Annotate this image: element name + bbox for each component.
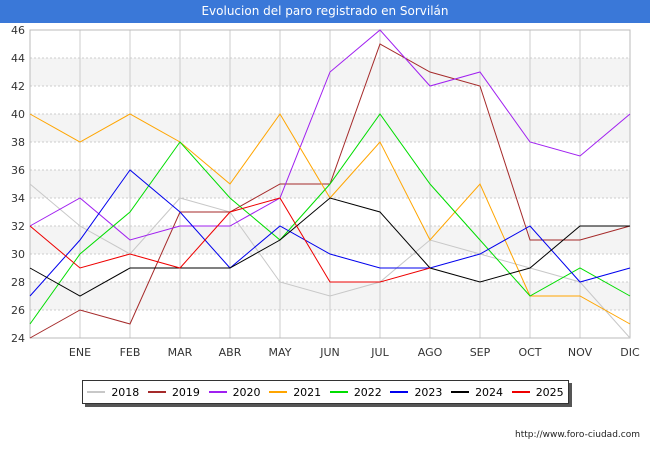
legend-label: 2022 — [353, 385, 382, 399]
y-tick-label: 42 — [11, 80, 25, 93]
y-tick-label: 36 — [11, 164, 25, 177]
legend-swatch — [390, 391, 409, 393]
legend-item-2020: 2020 — [208, 385, 261, 399]
x-tick-label: FEB — [120, 346, 141, 359]
chart-title: Evolucion del paro registrado en Sorvilá… — [0, 0, 650, 23]
legend-item-2019: 2019 — [147, 385, 200, 399]
y-tick-label: 28 — [11, 276, 25, 289]
x-tick-label: DIC — [620, 346, 640, 359]
y-tick-label: 46 — [11, 24, 25, 37]
x-tick-label: NOV — [568, 346, 593, 359]
legend-swatch — [451, 391, 470, 393]
y-tick-labels: 24 26 28 30 32 34 36 38 40 42 44 46 — [11, 24, 25, 345]
legend-swatch — [208, 391, 227, 393]
legend-item-2022: 2022 — [329, 385, 382, 399]
series-line-2023 — [29, 169, 631, 297]
series-line-2024 — [29, 197, 630, 297]
legend-swatch — [511, 391, 530, 393]
y-tick-label: 44 — [11, 52, 25, 65]
x-tick-label: MAR — [168, 346, 193, 359]
legend-item-2023: 2023 — [390, 386, 442, 399]
y-tick-label: 24 — [11, 332, 25, 345]
legend-item-2025: 2025 — [511, 385, 564, 399]
x-tick-label: JUN — [319, 346, 340, 359]
y-tick-label: 26 — [11, 304, 25, 317]
legend-label: 2021 — [293, 385, 322, 399]
legend-label: 2019 — [171, 385, 200, 399]
series-line-2025 — [29, 197, 431, 283]
x-tick-label: OCT — [518, 346, 541, 359]
legend-label: 2018 — [111, 385, 140, 399]
legend-item-2024: 2024 — [451, 386, 503, 399]
x-tick-label: ENE — [69, 346, 91, 359]
x-tick-label: ABR — [219, 346, 242, 359]
legend-swatch — [147, 391, 166, 393]
x-tick-label: AGO — [418, 346, 443, 359]
legend-label: 2025 — [535, 385, 564, 399]
legend-label: 2020 — [232, 385, 261, 399]
legend-swatch — [87, 391, 106, 393]
y-tick-label: 32 — [11, 220, 25, 233]
y-tick-label: 38 — [11, 136, 25, 149]
x-tick-label: SEP — [470, 346, 491, 359]
legend-label: 2023 — [414, 385, 443, 399]
legend-swatch — [269, 391, 288, 393]
series-line-2020 — [29, 29, 631, 241]
series-line-2022 — [29, 113, 631, 325]
x-tick-label: JUL — [370, 346, 389, 359]
y-tick-label: 40 — [11, 108, 25, 121]
x-tick-label: MAY — [269, 346, 292, 359]
legend-item-2018: 2018 — [87, 386, 139, 399]
legend-item-2021: 2021 — [269, 386, 321, 399]
y-tick-label: 34 — [11, 192, 25, 205]
x-tick-labels: ENE FEB MAR ABR MAY JUN JUL AGO SEP OCT NOV DIC — [69, 346, 640, 359]
y-tick-label: 30 — [11, 248, 25, 261]
source-credit: http://www.foro-ciudad.com — [515, 430, 640, 440]
legend: 2018 2019 2020 2021 2022 2023 2024 2025 — [82, 380, 569, 404]
legend-swatch — [329, 391, 348, 393]
legend-label: 2024 — [475, 385, 504, 399]
series-lines — [29, 29, 631, 339]
